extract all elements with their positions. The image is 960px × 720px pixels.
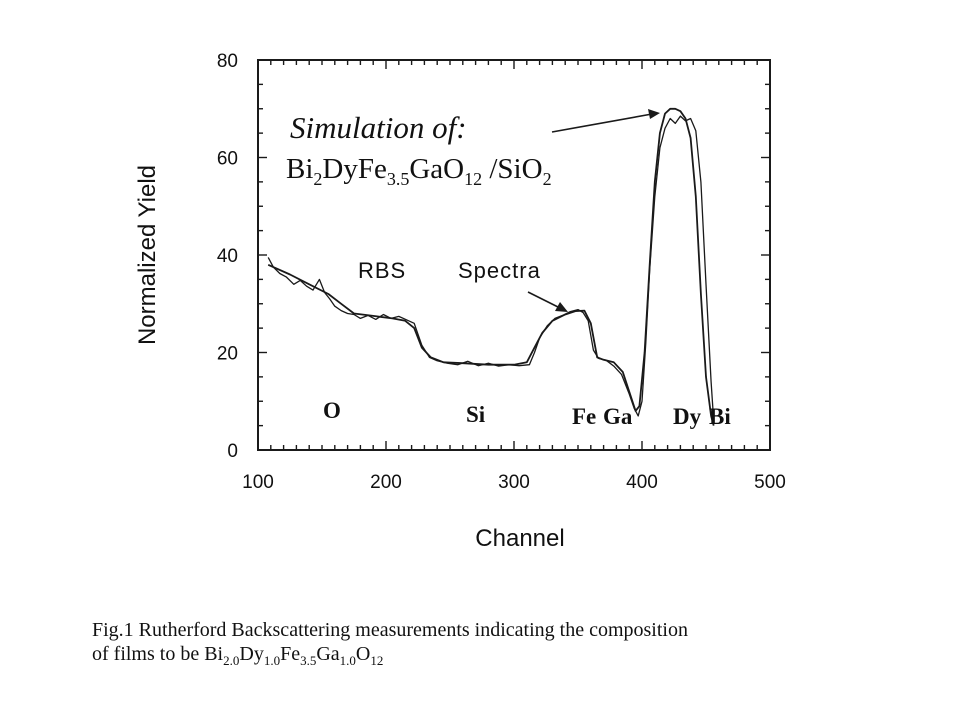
caption-sub: 2.0 [223, 653, 240, 668]
element-label-ga: Ga [603, 404, 633, 429]
spectra-arrow [527, 291, 561, 309]
caption-sub: 3.5 [300, 653, 317, 668]
tick-labels: 100 200 300 400 500 0 20 40 60 80 [217, 51, 786, 493]
x-axis-title: Channel [475, 525, 564, 552]
x-tick-label: 100 [242, 472, 274, 493]
rbs-label: RBS [358, 258, 406, 283]
caption-sub: 1.0 [263, 653, 281, 668]
x-tick-label: 400 [626, 472, 658, 493]
element-label-o: O [323, 398, 341, 423]
y-tick-label: 20 [217, 344, 238, 365]
caption-part: Ga [316, 643, 340, 665]
simulation-arrow [551, 113, 653, 133]
element-label-fe: Fe [572, 404, 596, 429]
y-tick-label: 60 [217, 149, 238, 170]
caption-part: Fe [280, 643, 301, 665]
x-tick-label: 300 [498, 472, 530, 493]
caption-sub: 12 [370, 653, 384, 668]
caption-line-1: Fig.1 Rutherford Backscattering measurem… [92, 619, 688, 641]
caption-prefix: of films to be [92, 643, 205, 665]
element-label-bi: Bi [709, 404, 731, 429]
simulation-arrowhead [648, 109, 660, 119]
x-tick-label: 200 [370, 472, 402, 493]
x-tick-label: 500 [754, 472, 786, 493]
figure-caption: Fig.1 Rutherford Backscattering measurem… [92, 618, 892, 673]
formula-sub: 2 [543, 169, 552, 189]
formula-sub: 2 [313, 169, 322, 189]
rbs-chart: 100 200 300 400 500 0 20 40 60 80 Channel Normali… [134, 51, 786, 552]
element-label-si: Si [466, 402, 486, 427]
formula-sub: 12 [464, 169, 482, 189]
caption-line-2: of films to be Bi2.0Dy1.0Fe3.5Ga1.0O12 [92, 642, 892, 673]
caption-part: Bi [204, 643, 224, 665]
formula-part: GaO [409, 153, 464, 185]
series-group [267, 107, 715, 426]
y-axis-title: Normalized Yield [134, 165, 161, 345]
y-tick-label: 40 [217, 246, 238, 267]
formula-part: Bi [286, 153, 313, 185]
y-tick-label: 80 [217, 51, 238, 72]
y-tick-label: 0 [227, 441, 238, 462]
caption-part: Dy [239, 643, 264, 665]
rbs-spectra-line [267, 115, 715, 421]
simulation-line [267, 107, 715, 426]
caption-sub: 1.0 [339, 653, 356, 668]
simulation-formula: Bi2DyFe3.5GaO12 /SiO2 [286, 153, 552, 189]
spectra-label: Spectra [458, 258, 541, 283]
caption-part: O [355, 643, 371, 665]
spectra-arrowhead [555, 302, 568, 312]
simulation-heading: Simulation of: [290, 110, 467, 145]
formula-part: /SiO [482, 153, 542, 185]
axis-ticks [257, 59, 771, 451]
formula-sub: 3.5 [387, 169, 410, 189]
formula-part: DyFe [322, 153, 386, 185]
element-label-dy: Dy [673, 404, 702, 429]
